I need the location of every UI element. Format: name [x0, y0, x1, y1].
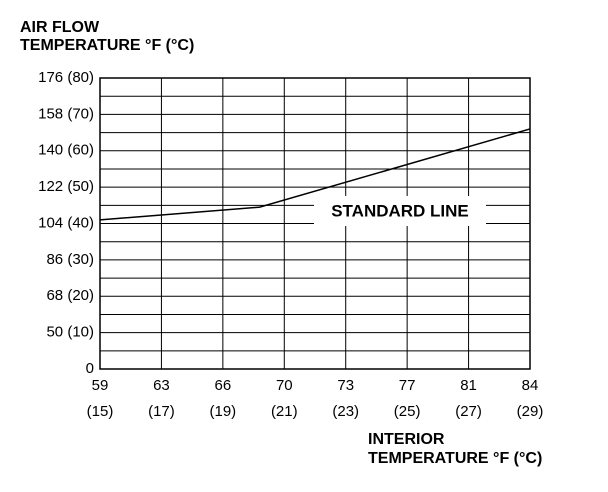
x-tick-label: 77 (25) — [393, 377, 421, 420]
y-tick-label: 0 — [86, 360, 94, 377]
y-tick-label: 176 (80) — [38, 69, 94, 86]
line — [99, 128, 531, 221]
x-tick-label: 59 (15) — [86, 377, 114, 420]
y-tick-label: 140 (60) — [38, 142, 94, 159]
y-tick-label: 122 (50) — [38, 178, 94, 195]
annotation-bg — [314, 196, 486, 226]
x-tick-label: 66 (19) — [209, 377, 237, 420]
y-axis-title: TEMPERATURE °F (°C) — [20, 37, 194, 54]
y-tick-label: 104 (40) — [38, 214, 94, 231]
y-axis-title: AIR FLOW — [20, 19, 100, 36]
x-axis-title: INTERIOR — [368, 431, 445, 448]
x-axis-title: TEMPERATURE °F (°C) — [368, 450, 542, 467]
y-tick-label: 68 (20) — [46, 287, 94, 304]
y-tick-label: 86 (30) — [46, 251, 94, 268]
x-tick-label: 63 (17) — [148, 377, 175, 420]
x-tick-label: 70 (21) — [270, 377, 298, 420]
x-tick-label: 84 (29) — [516, 377, 544, 420]
plot-frame — [99, 77, 531, 370]
x-tick-label: 73 (23) — [332, 377, 360, 420]
annotation: STANDARD LINE — [331, 201, 469, 220]
x-tick-label: 81 (27) — [455, 377, 482, 420]
y-tick-label: 50 (10) — [46, 324, 94, 341]
y-tick-label: 158 (70) — [38, 105, 94, 122]
